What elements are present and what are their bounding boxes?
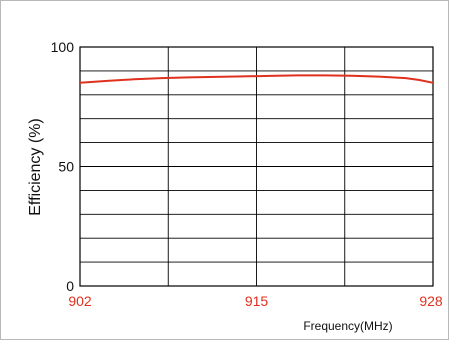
y-tick-labels: 0 50 100 (51, 39, 75, 294)
y-tick-label: 0 (66, 278, 74, 294)
x-tick-label: 915 (245, 293, 269, 309)
y-tick-label: 50 (58, 159, 74, 175)
plot-area-border (79, 46, 434, 287)
x-tick-label: 902 (68, 293, 92, 309)
x-axis-label: Frequency(MHz) (303, 319, 392, 333)
x-tick-labels: 902 915 928 (68, 293, 443, 309)
vertical-gridlines (167, 47, 346, 286)
y-tick-label: 100 (51, 39, 75, 55)
y-axis-label: Efficiency (%) (27, 118, 44, 216)
x-tick-label: 928 (419, 293, 443, 309)
series-line-efficiency (79, 74, 434, 84)
